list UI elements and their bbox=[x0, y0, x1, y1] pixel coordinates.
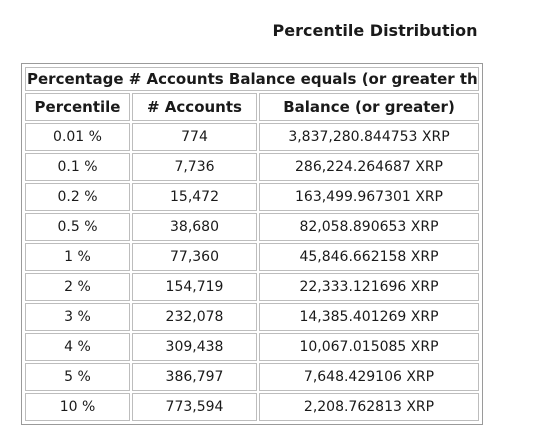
cell-percentile: 10 % bbox=[25, 393, 130, 421]
table-body: 0.01 % 774 3,837,280.844753 XRP 0.1 % 7,… bbox=[25, 123, 479, 421]
table-row: 0.2 % 15,472 163,499.967301 XRP bbox=[25, 183, 479, 211]
cell-balance: 82,058.890653 XRP bbox=[259, 213, 479, 241]
table-row: 0.1 % 7,736 286,224.264687 XRP bbox=[25, 153, 479, 181]
table-row: 3 % 232,078 14,385.401269 XRP bbox=[25, 303, 479, 331]
table-row: 0.01 % 774 3,837,280.844753 XRP bbox=[25, 123, 479, 151]
cell-accounts: 773,594 bbox=[132, 393, 257, 421]
cell-accounts: 309,438 bbox=[132, 333, 257, 361]
header-percentile: Percentile bbox=[25, 93, 130, 121]
table-row: 0.5 % 38,680 82,058.890653 XRP bbox=[25, 213, 479, 241]
cell-percentile: 0.2 % bbox=[25, 183, 130, 211]
cell-balance: 14,385.401269 XRP bbox=[259, 303, 479, 331]
header-accounts: # Accounts bbox=[132, 93, 257, 121]
page-title: Percentile Distribution bbox=[272, 21, 478, 40]
cell-percentile: 1 % bbox=[25, 243, 130, 271]
cell-percentile: 0.5 % bbox=[25, 213, 130, 241]
table-caption: Percentage # Accounts Balance equals (or… bbox=[25, 67, 479, 91]
table-row: 5 % 386,797 7,648.429106 XRP bbox=[25, 363, 479, 391]
cell-balance: 163,499.967301 XRP bbox=[259, 183, 479, 211]
cell-accounts: 232,078 bbox=[132, 303, 257, 331]
table-row: 4 % 309,438 10,067.015085 XRP bbox=[25, 333, 479, 361]
cell-accounts: 77,360 bbox=[132, 243, 257, 271]
cell-balance: 3,837,280.844753 XRP bbox=[259, 123, 479, 151]
table-header-row: Percentile # Accounts Balance (or greate… bbox=[25, 93, 479, 121]
cell-percentile: 0.01 % bbox=[25, 123, 130, 151]
cell-percentile: 0.1 % bbox=[25, 153, 130, 181]
header-balance: Balance (or greater) bbox=[259, 93, 479, 121]
cell-accounts: 774 bbox=[132, 123, 257, 151]
table-row: 1 % 77,360 45,846.662158 XRP bbox=[25, 243, 479, 271]
table-row: 2 % 154,719 22,333.121696 XRP bbox=[25, 273, 479, 301]
cell-balance: 2,208.762813 XRP bbox=[259, 393, 479, 421]
cell-balance: 7,648.429106 XRP bbox=[259, 363, 479, 391]
percentile-table-container: Percentage # Accounts Balance equals (or… bbox=[21, 63, 483, 425]
cell-percentile: 2 % bbox=[25, 273, 130, 301]
table-caption-row: Percentage # Accounts Balance equals (or… bbox=[25, 67, 479, 91]
cell-accounts: 386,797 bbox=[132, 363, 257, 391]
cell-balance: 10,067.015085 XRP bbox=[259, 333, 479, 361]
table-row: 10 % 773,594 2,208.762813 XRP bbox=[25, 393, 479, 421]
cell-balance: 286,224.264687 XRP bbox=[259, 153, 479, 181]
cell-percentile: 3 % bbox=[25, 303, 130, 331]
cell-balance: 22,333.121696 XRP bbox=[259, 273, 479, 301]
cell-accounts: 38,680 bbox=[132, 213, 257, 241]
cell-percentile: 4 % bbox=[25, 333, 130, 361]
cell-accounts: 7,736 bbox=[132, 153, 257, 181]
cell-balance: 45,846.662158 XRP bbox=[259, 243, 479, 271]
percentile-table: Percentage # Accounts Balance equals (or… bbox=[23, 65, 481, 423]
cell-accounts: 15,472 bbox=[132, 183, 257, 211]
cell-percentile: 5 % bbox=[25, 363, 130, 391]
cell-accounts: 154,719 bbox=[132, 273, 257, 301]
